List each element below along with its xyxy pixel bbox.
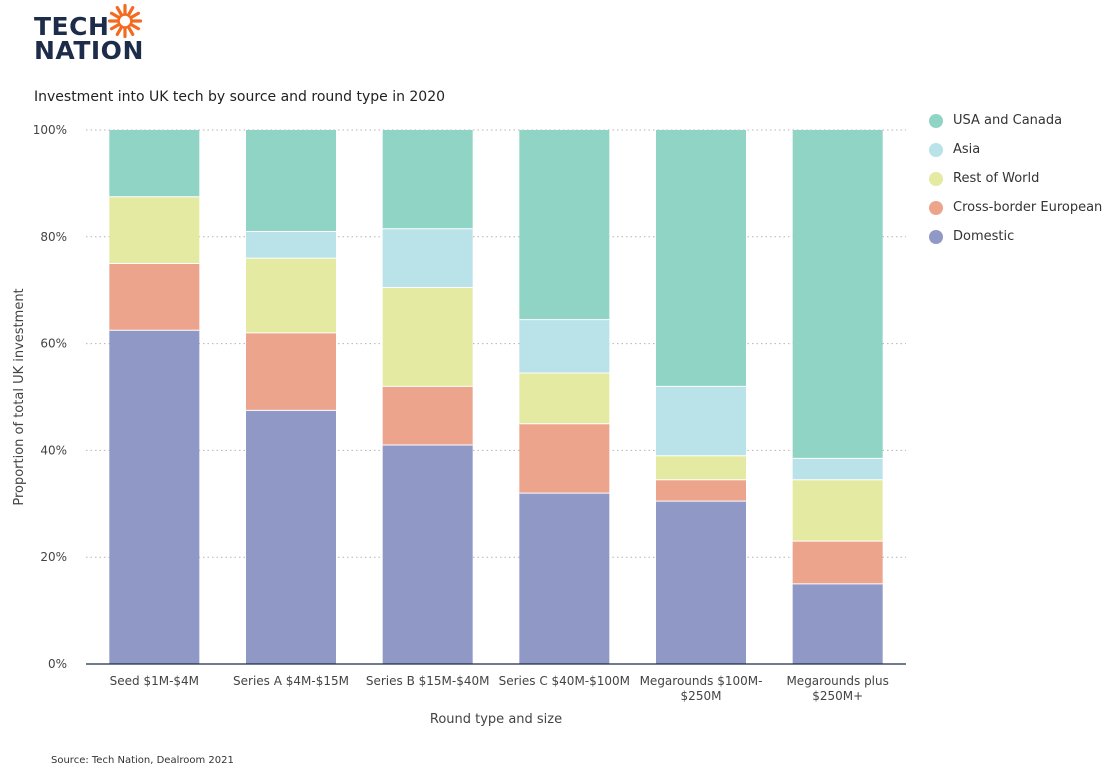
bar-segment xyxy=(519,423,610,494)
sun-ray xyxy=(115,26,123,37)
x-tick-label: Megarounds plus $250M+ xyxy=(786,674,888,703)
y-tick-label: 40% xyxy=(40,443,67,457)
y-tick-label: 0% xyxy=(48,657,67,671)
bar-segment xyxy=(246,231,336,259)
bar-segment xyxy=(382,130,473,229)
bar-segment xyxy=(109,263,200,331)
bar-segment xyxy=(109,196,200,264)
sun-ray xyxy=(127,26,135,37)
y-tick-label: 60% xyxy=(40,337,67,351)
legend-swatch xyxy=(929,201,943,215)
bar-segment xyxy=(792,130,883,459)
source-note: Source: Tech Nation, Dealroom 2021 xyxy=(51,755,234,766)
bar-segment xyxy=(519,493,610,664)
bar-segment xyxy=(382,445,473,664)
y-tick-label: 100% xyxy=(33,123,67,137)
x-tick-label: Megarounds $100M-$250M xyxy=(640,674,763,703)
y-tick-label: 80% xyxy=(40,230,67,244)
bar-segment xyxy=(382,228,473,288)
bar-segment xyxy=(792,541,883,584)
sun-ray xyxy=(109,11,120,19)
bar-segment xyxy=(656,501,746,664)
bar-segment xyxy=(246,410,336,664)
logo-line-2: NATION xyxy=(34,36,144,65)
sun-ray xyxy=(130,23,141,31)
sun-icon xyxy=(108,4,142,38)
bar-segment xyxy=(382,287,473,387)
sun-ray xyxy=(127,5,135,16)
logo-line-1: TECH xyxy=(34,12,110,41)
legend-label: USA and Canada xyxy=(953,113,1063,128)
tech-nation-logo: TECH NATION xyxy=(34,4,146,65)
bar-segment xyxy=(656,479,746,502)
x-tick-label: Series B $15M-$40M xyxy=(366,674,490,688)
bar-segment xyxy=(792,458,883,480)
bar-segment xyxy=(246,332,336,411)
bar-segment xyxy=(519,319,610,373)
bar-segment xyxy=(246,258,336,333)
bar-segment xyxy=(656,130,746,387)
legend-swatch xyxy=(929,172,943,186)
sun-ray xyxy=(115,5,123,16)
x-tick-label: Series A $4M-$15M xyxy=(233,674,349,688)
legend-label: Rest of World xyxy=(953,171,1040,186)
chart-title: Investment into UK tech by source and ro… xyxy=(34,89,446,105)
legend-swatch xyxy=(929,230,943,244)
sun-ray xyxy=(109,23,120,31)
bar-segment xyxy=(246,130,336,232)
y-axis-label: Proportion of total UK investment xyxy=(12,288,27,505)
bar-segment xyxy=(792,583,883,664)
legend-label: Domestic xyxy=(953,229,1015,244)
x-tick-label: Series C $40M-$100M xyxy=(499,674,630,688)
bar-segment xyxy=(109,130,200,197)
legend-swatch xyxy=(929,114,943,128)
sun-core xyxy=(117,13,133,29)
bar-segment xyxy=(656,455,746,480)
bar-segment xyxy=(656,386,746,456)
bar-segment xyxy=(109,330,200,664)
legend-label: Cross-border European xyxy=(953,200,1103,215)
x-axis-label: Round type and size xyxy=(430,712,562,727)
bar-segment xyxy=(519,372,610,424)
x-tick-label: Seed $1M-$4M xyxy=(110,674,199,688)
bar-segment xyxy=(519,130,610,320)
y-tick-label: 20% xyxy=(40,550,67,564)
legend-swatch xyxy=(929,143,943,157)
bar-segment xyxy=(792,479,883,542)
sun-ray xyxy=(130,11,141,19)
legend-label: Asia xyxy=(953,142,981,157)
bar-segment xyxy=(382,386,473,446)
